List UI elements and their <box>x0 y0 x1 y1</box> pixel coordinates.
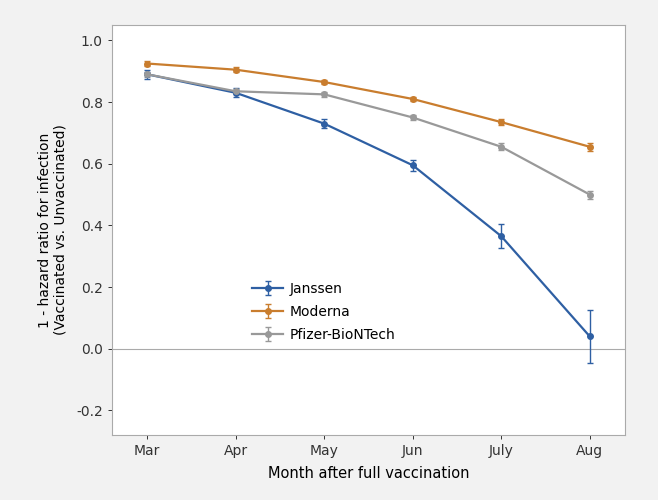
Legend: Janssen, Moderna, Pfizer-BioNTech: Janssen, Moderna, Pfizer-BioNTech <box>252 282 395 342</box>
X-axis label: Month after full vaccination: Month after full vaccination <box>268 466 469 481</box>
Y-axis label: 1 - hazard ratio for infection
(Vaccinated vs. Unvaccinated): 1 - hazard ratio for infection (Vaccinat… <box>38 124 68 336</box>
